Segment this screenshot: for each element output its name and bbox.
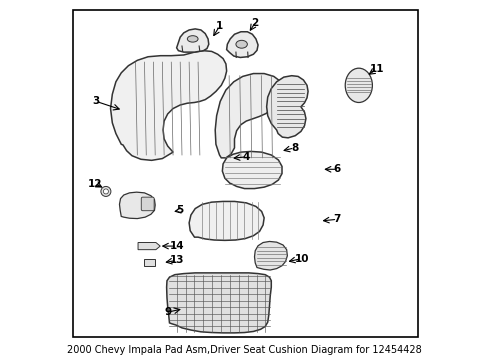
Text: 10: 10: [294, 253, 308, 264]
Text: 11: 11: [368, 64, 383, 74]
Polygon shape: [119, 192, 155, 219]
Ellipse shape: [235, 40, 247, 48]
Text: 12: 12: [88, 179, 102, 189]
Polygon shape: [189, 202, 264, 240]
Text: 13: 13: [169, 255, 183, 265]
Text: 4: 4: [242, 152, 249, 162]
FancyBboxPatch shape: [141, 197, 154, 211]
Circle shape: [103, 189, 108, 194]
Polygon shape: [138, 243, 160, 249]
Text: 2000 Chevy Impala Pad Asm,Driver Seat Cushion Diagram for 12454428: 2000 Chevy Impala Pad Asm,Driver Seat Cu…: [67, 345, 421, 355]
Ellipse shape: [187, 36, 198, 42]
Text: 7: 7: [333, 214, 340, 224]
Polygon shape: [254, 242, 287, 270]
Ellipse shape: [345, 68, 372, 103]
Text: 9: 9: [164, 307, 171, 317]
Text: 1: 1: [215, 21, 223, 31]
Polygon shape: [222, 152, 282, 189]
Circle shape: [101, 186, 111, 197]
Text: 2: 2: [251, 18, 258, 28]
Text: 3: 3: [92, 96, 100, 107]
Polygon shape: [143, 258, 155, 266]
Polygon shape: [266, 76, 307, 138]
Polygon shape: [226, 32, 258, 58]
Text: 8: 8: [290, 143, 298, 153]
Polygon shape: [176, 29, 208, 52]
Polygon shape: [215, 73, 282, 158]
Polygon shape: [166, 273, 271, 333]
Polygon shape: [110, 51, 226, 160]
Text: 5: 5: [176, 205, 183, 215]
Text: 6: 6: [333, 164, 340, 174]
Text: 14: 14: [169, 241, 183, 251]
